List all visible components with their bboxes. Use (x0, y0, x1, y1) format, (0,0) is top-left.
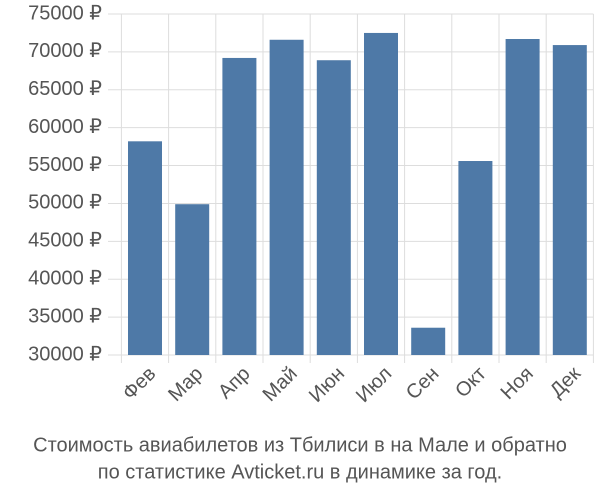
x-tick-label: Фев (119, 363, 161, 405)
x-tick-label: Сен (402, 363, 443, 404)
bar (458, 161, 493, 355)
x-tick-label: Мар (164, 363, 207, 406)
y-tick-label: 65000 ₽ (28, 78, 102, 100)
x-tick-label: Апр (214, 363, 255, 404)
bar (316, 60, 351, 355)
x-tick-label: Июн (305, 363, 349, 407)
bar (222, 57, 257, 355)
x-tick-label: Дек (546, 363, 585, 402)
bar (175, 204, 210, 355)
chart-title: Стоимость авиабилетов из Тбилиси в на Ма… (33, 434, 567, 456)
y-tick-label: 55000 ₽ (28, 154, 102, 176)
bar (552, 45, 587, 356)
x-tick-label: Ноя (497, 363, 538, 404)
bar (269, 39, 304, 356)
bar (505, 39, 540, 356)
bar (411, 327, 446, 355)
y-tick-label: 60000 ₽ (28, 116, 102, 138)
y-tick-label: 75000 ₽ (28, 2, 102, 24)
y-tick-label: 45000 ₽ (28, 230, 102, 252)
y-tick-label: 40000 ₽ (28, 268, 102, 290)
chart-title: по статистике Avticket.ru в динамике за … (98, 461, 502, 483)
bar (128, 141, 162, 355)
bar (364, 32, 398, 355)
x-tick-label: Май (259, 363, 302, 406)
y-tick-label: 30000 ₽ (28, 343, 102, 365)
y-tick-label: 35000 ₽ (28, 305, 102, 327)
x-tick-label: Июл (352, 363, 396, 407)
x-tick-label: Окт (451, 363, 490, 402)
y-tick-label: 50000 ₽ (28, 192, 102, 214)
y-tick-label: 70000 ₽ (28, 40, 102, 62)
